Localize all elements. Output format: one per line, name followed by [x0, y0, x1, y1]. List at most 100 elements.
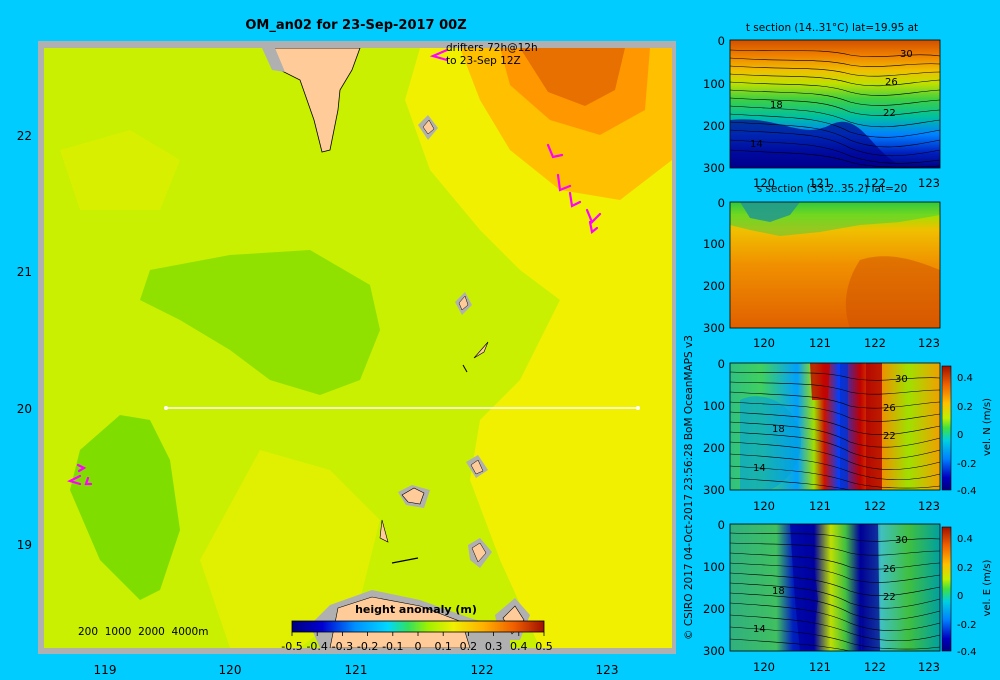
lon-tick: 121 [809, 499, 831, 513]
salinity-section-panel: s section (33.2..35.2) lat=20 0 100 200 … [703, 183, 941, 350]
contour-label: 30 [895, 374, 908, 385]
colorbar-tick: 0.4 [957, 534, 973, 545]
contour-label: 14 [750, 139, 763, 150]
depth-tick: 300 [703, 483, 725, 497]
contour-label: 26 [883, 403, 896, 414]
colorbar-gradient [291, 620, 545, 633]
colorbar-tick: 0 [957, 430, 963, 441]
drifter-note-line2: to 23-Sep 12Z [446, 55, 521, 67]
contour-label: 18 [770, 100, 783, 111]
colorbar-ticks: -0.5 -0.4 -0.3 -0.2 -0.1 0 0.1 0.2 0.3 0.4 0.5 [281, 632, 553, 653]
colorbar-tick: 0.2 [460, 640, 478, 653]
temperature-section-panel: t section (14..31°C) lat=19.95 at 30 26 … [703, 22, 941, 190]
velocity-colorbar: 0.4 0.2 0 -0.2 -0.4 vel. N (m/s) [941, 365, 993, 497]
colorbar-tick: 0.4 [510, 640, 528, 653]
temperature-contours [729, 371, 941, 491]
contour-label: 26 [885, 77, 898, 88]
colorbar-tick: -0.1 [382, 640, 403, 653]
lon-tick: 122 [864, 176, 886, 190]
colorbar-tick: -0.2 [957, 459, 977, 470]
contour-label: 22 [883, 431, 896, 442]
temperature-contours [729, 532, 941, 652]
section-axes: 0 100 200 300 120 121 122 123 [703, 34, 940, 190]
lat-tick: 22 [17, 129, 32, 143]
map-lon-ticks: 119 120 121 122 123 [94, 663, 619, 677]
section-axes: 0 100 200 300 120 121 122 123 [703, 196, 940, 350]
drifter-note-line1: drifters 72h@12h [446, 42, 538, 54]
colorbar-tick: 0.5 [535, 640, 553, 653]
depth-tick: 0 [718, 196, 725, 210]
lat-tick: 21 [17, 265, 32, 279]
lon-tick: 122 [864, 660, 886, 674]
colorbar-tick: 0.2 [957, 402, 973, 413]
section-axes: 0 100 200 300 120 121 122 123 [703, 357, 940, 513]
section-title: t section (14..31°C) lat=19.95 at [746, 22, 918, 34]
contour-label: 22 [883, 108, 896, 119]
drifter-arrow [588, 220, 599, 234]
colorbar-tick: 0.2 [957, 563, 973, 574]
drifter-arrow [67, 474, 82, 486]
contour-label: 18 [772, 424, 785, 435]
lat-tick: 19 [17, 538, 32, 552]
lon-tick: 120 [219, 663, 242, 677]
colorbar-label: vel. E (m/s) [982, 559, 993, 616]
north-velocity-section-panel: 30 26 18 22 14 0 100 200 300 120 121 122… [703, 357, 993, 513]
colorbar-tick: -0.4 [957, 647, 977, 658]
lon-tick: 123 [918, 660, 940, 674]
lon-tick: 121 [809, 336, 831, 350]
section-start-marker [164, 406, 168, 410]
drifter-arrow [84, 476, 93, 486]
lon-tick: 123 [596, 663, 619, 677]
depth-tick: 200 [703, 119, 725, 133]
height-anomaly-colorbar: height anomaly (m) -0.5 -0.4 -0.3 -0.2 -0.1 0… [281, 603, 552, 653]
lon-tick: 121 [345, 663, 368, 677]
depth-tick: 0 [718, 518, 725, 532]
depth-tick: 200 [703, 441, 725, 455]
depth-tick: 200 [703, 602, 725, 616]
drifter-arrow [546, 143, 564, 159]
main-map: OM_an02 for 23-Sep-2017 00Z [17, 18, 676, 677]
lon-tick: 122 [471, 663, 494, 677]
colorbar-title: height anomaly (m) [355, 603, 477, 616]
lon-tick: 123 [918, 176, 940, 190]
contour-label: 30 [900, 49, 913, 60]
colorbar-tick: 0 [415, 640, 422, 653]
colorbar-tick: 0.3 [485, 640, 503, 653]
lon-tick: 122 [864, 336, 886, 350]
colorbar-tick: -0.2 [957, 620, 977, 631]
colorbar-tick: -0.5 [281, 640, 302, 653]
lon-tick: 120 [753, 499, 775, 513]
depth-tick: 100 [703, 237, 725, 251]
depth-tick: 0 [718, 34, 725, 48]
depth-tick: 0 [718, 357, 725, 371]
depth-tick: 200 [703, 279, 725, 293]
lon-tick: 120 [753, 176, 775, 190]
colorbar-tick: -0.3 [332, 640, 353, 653]
colorbar-tick: 0.4 [957, 373, 973, 384]
lon-tick: 122 [864, 499, 886, 513]
drifter-arrow [568, 191, 582, 208]
drifter-legend-arrow [429, 48, 449, 62]
contour-label: 22 [883, 592, 896, 603]
depth-tick: 300 [703, 321, 725, 335]
credit-line: © CSIRO 2017 04-Oct-2017 23:56:28 BoM Oc… [683, 335, 695, 640]
colorbar-tick: 0.1 [434, 640, 452, 653]
section-axes: 0 100 200 300 120 121 122 123 [703, 518, 940, 674]
depth-tick: 100 [703, 399, 725, 413]
depth-tick: 300 [703, 644, 725, 658]
colorbar-tick: -0.4 [957, 486, 977, 497]
depth-tick: 300 [703, 161, 725, 175]
map-title: OM_an02 for 23-Sep-2017 00Z [245, 18, 466, 33]
drifter-arrow [76, 463, 87, 473]
drifter-arrow [585, 208, 602, 224]
map-lat-ticks: 22 21 20 19 [17, 129, 32, 552]
velocity-colorbar: 0.4 0.2 0 -0.2 -0.4 vel. E (m/s) [941, 526, 993, 658]
depth-tick: 100 [703, 77, 725, 91]
colorbar-label: vel. N (m/s) [982, 398, 993, 456]
colorbar-tick: -0.2 [357, 640, 378, 653]
colorbar-tick: -0.4 [306, 640, 327, 653]
lat-tick: 20 [17, 402, 32, 416]
lon-tick: 119 [94, 663, 117, 677]
lon-tick: 123 [918, 336, 940, 350]
section-end-marker [636, 406, 640, 410]
